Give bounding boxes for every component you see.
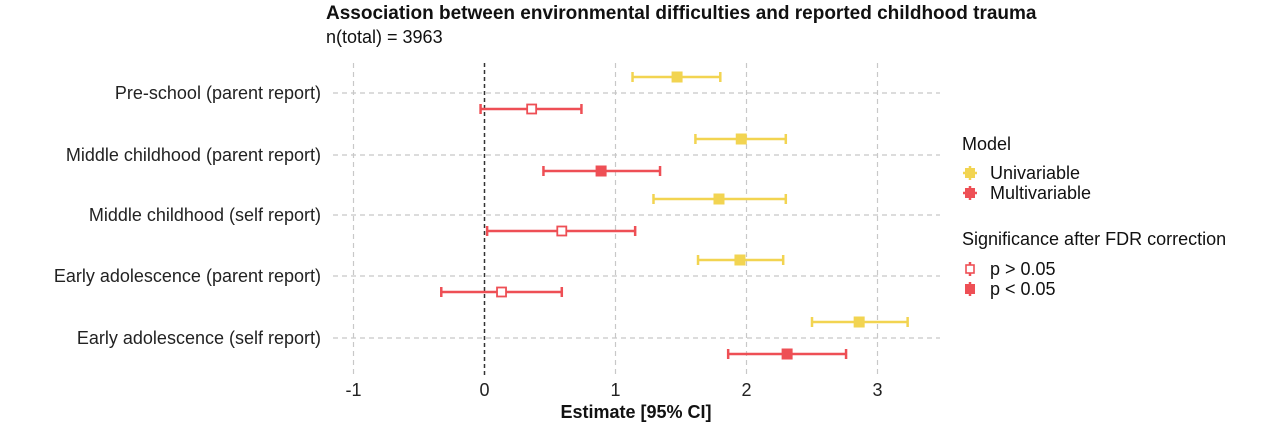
estimate-multivariable-4 [726, 348, 848, 360]
legend-model-title: Model [962, 134, 1011, 154]
legend-square [965, 188, 975, 198]
x-tick-label: 1 [610, 380, 620, 400]
point-estimate-open [526, 103, 538, 115]
point-estimate-filled [595, 165, 607, 177]
legend-filled-square [965, 284, 975, 294]
legend-key-significant: p < 0.05 [965, 279, 1056, 299]
point-estimate-open [556, 225, 568, 237]
point-estimate-open [496, 286, 507, 298]
estimate-multivariable-0 [479, 103, 583, 115]
data-marks [440, 71, 909, 360]
y-tick-label: Pre-school (parent report) [115, 83, 321, 103]
x-tick-label: 3 [872, 380, 882, 400]
estimate-multivariable-3 [440, 286, 564, 298]
horizontal-gridlines [333, 92, 940, 339]
x-tick-label: 2 [741, 380, 751, 400]
estimate-univariable-3 [696, 254, 785, 266]
y-tick-label: Early adolescence (parent report) [54, 266, 321, 286]
legend-label: p > 0.05 [990, 259, 1056, 279]
legend-square [965, 168, 975, 178]
y-axis-tick-labels: Pre-school (parent report) Middle childho… [54, 83, 321, 348]
x-tick-label: -1 [345, 380, 361, 400]
y-tick-label: Middle childhood (parent report) [66, 145, 321, 165]
legend-key-univariable: Univariable [963, 163, 1080, 183]
estimate-univariable-0 [631, 71, 722, 83]
point-estimate-filled [671, 71, 683, 83]
x-tick-label: 0 [479, 380, 489, 400]
point-estimate-filled [713, 193, 725, 205]
legend-key-multivariable: Multivariable [963, 183, 1091, 203]
legend-label: p < 0.05 [990, 279, 1056, 299]
legend-significance-keys: p > 0.05p < 0.05 [965, 259, 1056, 299]
point-estimate-filled [853, 316, 865, 328]
point-estimate-filled [734, 254, 746, 266]
legend-label: Univariable [990, 163, 1080, 183]
estimate-multivariable-2 [485, 225, 637, 237]
legend-key-not-significant: p > 0.05 [965, 259, 1056, 279]
estimate-univariable-4 [810, 316, 909, 328]
estimate-univariable-1 [694, 133, 788, 145]
point-estimate-filled [781, 348, 793, 360]
x-axis-tick-labels: -1 0 1 2 3 [345, 380, 882, 400]
vertical-gridlines [352, 63, 879, 378]
chart-subtitle: n(total) = 3963 [326, 27, 443, 47]
legend-label: Multivariable [990, 183, 1091, 203]
y-tick-label: Early adolescence (self report) [77, 328, 321, 348]
x-axis-label: Estimate [95% CI] [560, 402, 711, 422]
chart-title: Association between environmental diffic… [326, 3, 1037, 24]
y-tick-label: Middle childhood (self report) [89, 205, 321, 225]
estimate-univariable-2 [652, 193, 788, 205]
legend-significance-title: Significance after FDR correction [962, 229, 1226, 249]
estimate-multivariable-1 [542, 165, 662, 177]
legend-open-square [965, 264, 975, 274]
point-estimate-filled [735, 133, 747, 145]
